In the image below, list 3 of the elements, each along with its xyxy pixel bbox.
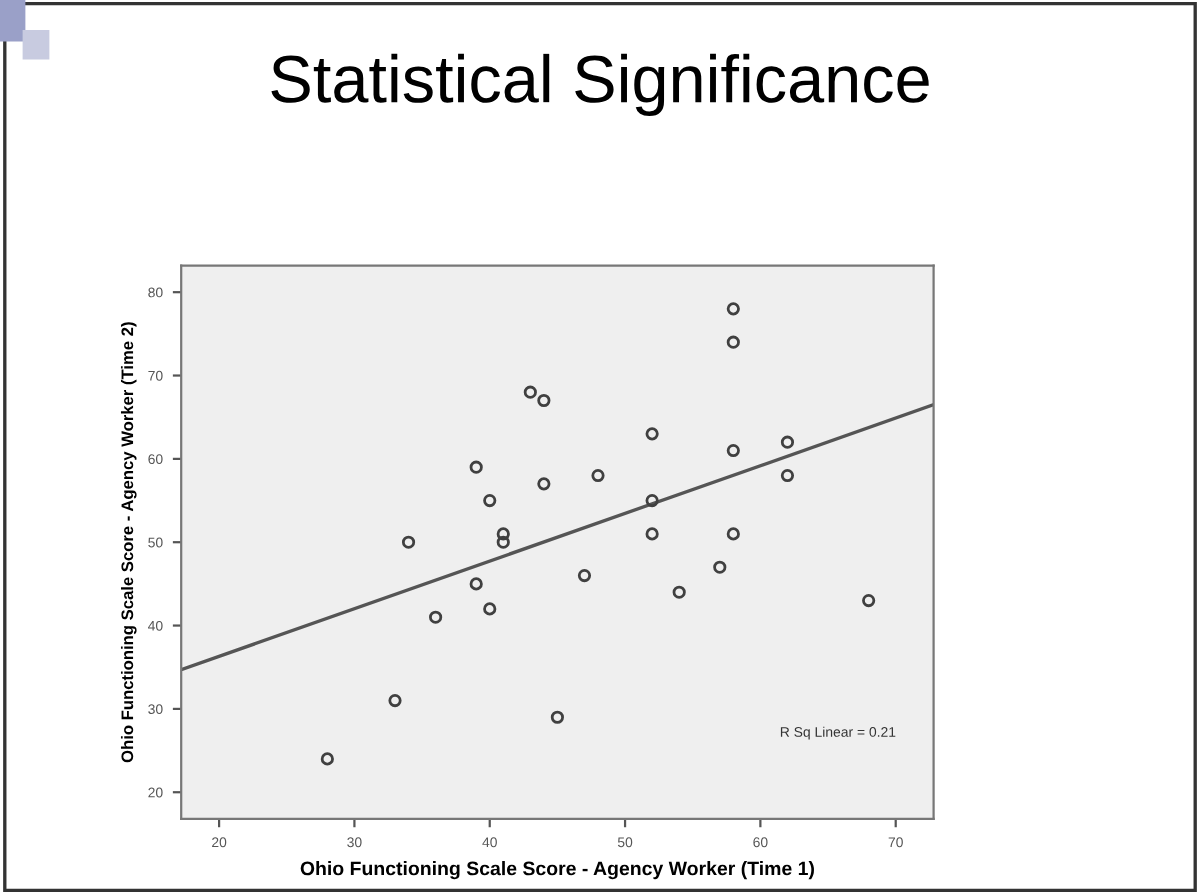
x-axis-title: Ohio Functioning Scale Score - Agency Worker (Time 1): [300, 861, 814, 880]
chart-title: Statistical Significance: [271, 53, 929, 116]
y-axis-title: Ohio Functioning Scale Score - Agency Worker (Time 2): [120, 322, 137, 763]
